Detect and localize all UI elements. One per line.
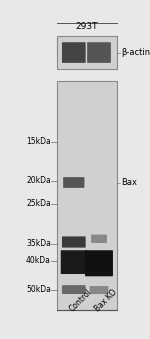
Text: 20kDa: 20kDa	[26, 176, 51, 185]
Text: 50kDa: 50kDa	[26, 285, 51, 294]
Text: Bax: Bax	[122, 178, 138, 187]
Text: Control: Control	[68, 287, 93, 314]
Text: 25kDa: 25kDa	[26, 199, 51, 208]
Text: 40kDa: 40kDa	[26, 257, 51, 265]
Bar	[57, 81, 117, 310]
FancyBboxPatch shape	[90, 286, 108, 294]
Text: 15kDa: 15kDa	[26, 138, 51, 146]
FancyBboxPatch shape	[62, 285, 86, 294]
FancyBboxPatch shape	[62, 42, 86, 63]
Text: β-actin: β-actin	[122, 48, 150, 57]
Text: Bax KO: Bax KO	[93, 288, 118, 314]
FancyBboxPatch shape	[87, 42, 111, 63]
FancyBboxPatch shape	[63, 177, 84, 188]
FancyBboxPatch shape	[85, 250, 113, 276]
Bar	[57, 36, 117, 69]
FancyBboxPatch shape	[62, 236, 86, 247]
Text: 35kDa: 35kDa	[26, 239, 51, 248]
FancyBboxPatch shape	[61, 250, 87, 274]
FancyBboxPatch shape	[91, 235, 107, 243]
Text: 293T: 293T	[76, 22, 98, 31]
